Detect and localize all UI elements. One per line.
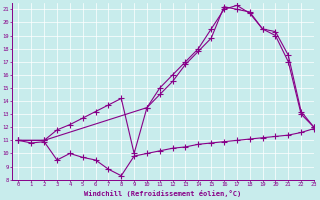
X-axis label: Windchill (Refroidissement éolien,°C): Windchill (Refroidissement éolien,°C) <box>84 190 242 197</box>
